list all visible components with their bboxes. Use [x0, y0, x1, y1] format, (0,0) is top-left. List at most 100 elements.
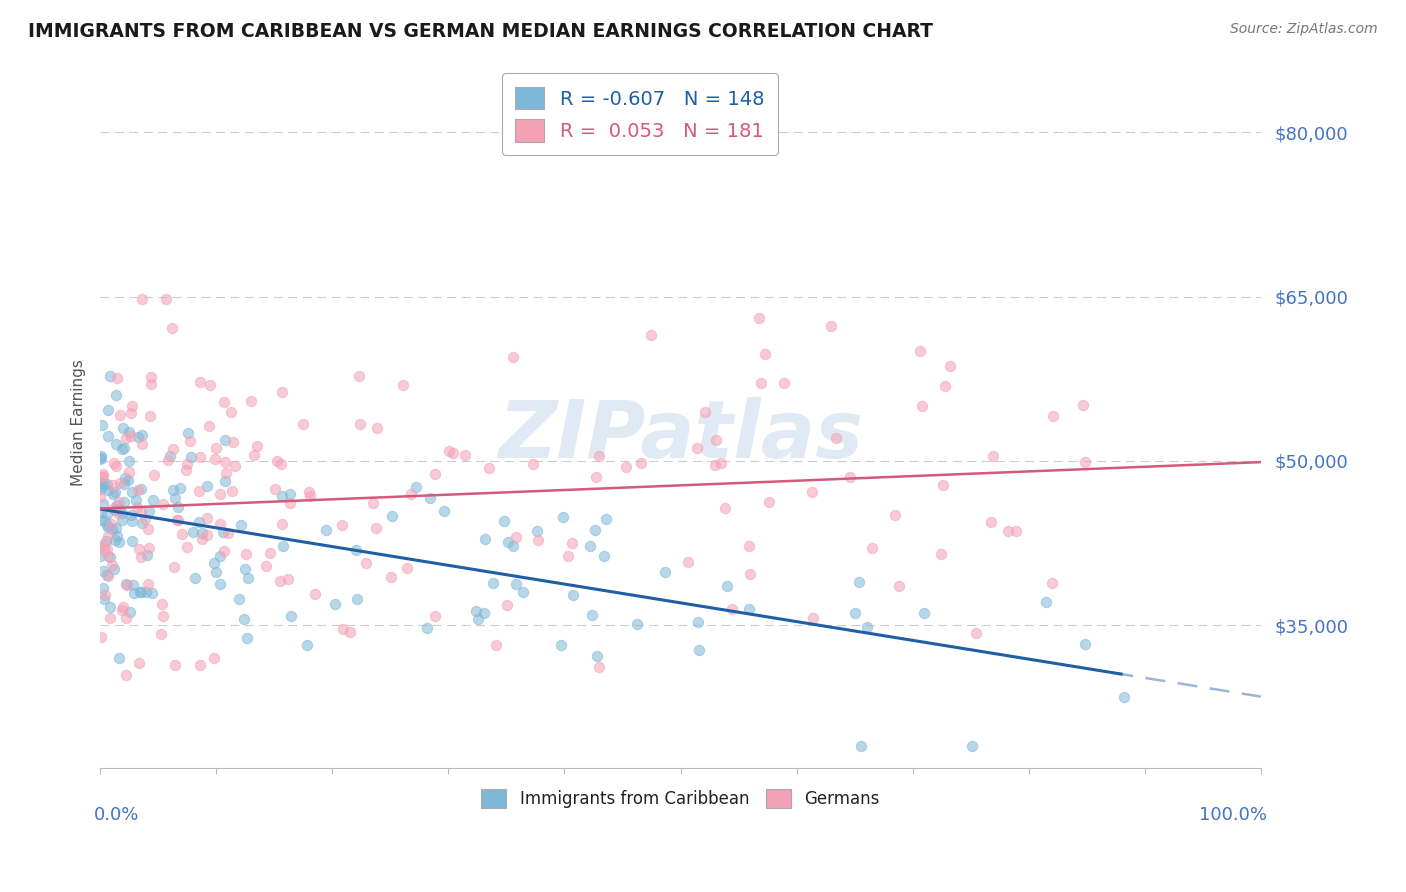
Point [136, 522, 159, 536]
Point [114, 611, 136, 625]
Point [212, 544, 235, 558]
Point [162, 483, 184, 497]
Point [191, 525, 214, 540]
Point [562, 589, 585, 603]
Point [585, 648, 607, 663]
Point [90, 630, 112, 644]
Point [129, 505, 152, 519]
Point [98, 369, 121, 384]
Point [654, 565, 676, 579]
Point [416, 621, 439, 635]
Point [585, 469, 607, 483]
Point [155, 293, 177, 307]
Point [166, 500, 188, 514]
Point [96, 507, 118, 521]
Point [100, 516, 122, 531]
Point [688, 615, 710, 630]
Point [98, 550, 121, 565]
Legend: Immigrants from Caribbean, Germans: Immigrants from Caribbean, Germans [475, 782, 886, 814]
Point [115, 577, 138, 591]
Point [165, 491, 187, 505]
Text: ZIPatlas: ZIPatlas [498, 397, 863, 475]
Point [117, 473, 139, 487]
Point [1042, 409, 1064, 424]
Point [550, 638, 572, 652]
Point [112, 476, 135, 491]
Point [215, 466, 238, 480]
Point [347, 368, 370, 383]
Point [263, 482, 285, 496]
Point [188, 484, 211, 499]
Point [129, 584, 152, 599]
Point [159, 449, 181, 463]
Point [454, 448, 477, 462]
Point [141, 586, 163, 600]
Point [107, 503, 129, 517]
Point [485, 638, 508, 652]
Point [208, 577, 231, 591]
Point [176, 540, 198, 554]
Point [90, 505, 112, 519]
Point [204, 451, 226, 466]
Point [824, 431, 846, 445]
Point [240, 393, 263, 408]
Point [581, 608, 603, 623]
Point [561, 536, 583, 550]
Point [229, 517, 252, 532]
Point [200, 378, 222, 392]
Point [152, 497, 174, 511]
Point [101, 487, 124, 501]
Point [96, 477, 118, 491]
Point [630, 456, 652, 470]
Point [131, 437, 153, 451]
Point [323, 597, 346, 611]
Point [856, 620, 879, 634]
Point [205, 565, 228, 579]
Point [1074, 637, 1097, 651]
Point [330, 518, 353, 533]
Point [721, 602, 744, 616]
Point [557, 549, 579, 563]
Point [298, 484, 321, 499]
Point [395, 561, 418, 575]
Point [217, 526, 239, 541]
Point [214, 433, 236, 447]
Point [93, 477, 115, 491]
Point [131, 516, 153, 530]
Point [97, 569, 120, 583]
Point [90, 483, 112, 497]
Point [167, 513, 190, 527]
Point [478, 461, 501, 475]
Point [93, 588, 115, 602]
Point [157, 453, 180, 467]
Point [162, 442, 184, 456]
Point [467, 612, 489, 626]
Point [129, 584, 152, 599]
Point [980, 515, 1002, 529]
Point [219, 405, 242, 419]
Point [583, 524, 606, 538]
Point [127, 500, 149, 514]
Point [929, 547, 952, 561]
Point [111, 599, 134, 614]
Point [121, 484, 143, 499]
Point [304, 586, 326, 600]
Point [704, 433, 727, 447]
Point [115, 432, 138, 446]
Point [710, 456, 733, 470]
Point [366, 421, 388, 435]
Point [270, 516, 292, 531]
Point [135, 585, 157, 599]
Point [91, 418, 114, 433]
Point [270, 458, 292, 472]
Point [103, 562, 125, 576]
Point [1040, 576, 1063, 591]
Point [91, 565, 114, 579]
Point [221, 483, 243, 498]
Point [165, 657, 187, 672]
Point [89, 549, 111, 563]
Point [93, 514, 115, 528]
Point [432, 504, 454, 518]
Point [208, 487, 231, 501]
Point [851, 739, 873, 753]
